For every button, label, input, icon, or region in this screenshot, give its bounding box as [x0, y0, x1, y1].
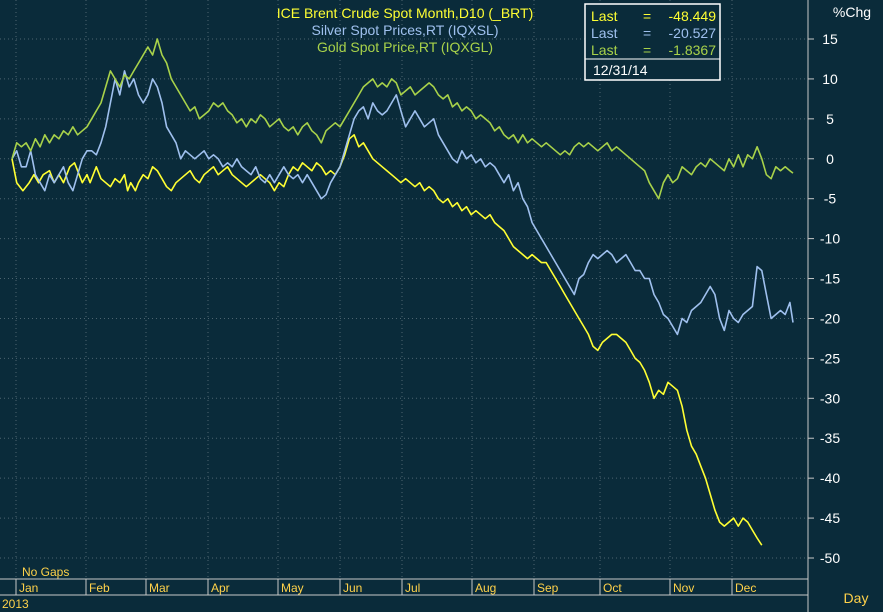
y-tick-label: -45: [820, 510, 840, 526]
readout-equals-0: =: [643, 8, 651, 24]
y-tick-label: -30: [820, 390, 840, 406]
x-tick-label-jun: Jun: [343, 581, 362, 595]
readout-label-0: Last: [591, 8, 618, 24]
vertical-gridlines: [15, 0, 733, 579]
y-axis-ticks: 15 10 5 0 -5 -10 -15 -20 -25 -30 -35 -40 -45 -50: [808, 31, 840, 566]
x-tick-label-sep: Sep: [537, 581, 559, 595]
readout-value-2: -1.8367: [669, 42, 717, 58]
series-layer: [11, 38, 794, 546]
series-line-1: [11, 70, 794, 336]
x-tick-label-feb: Feb: [89, 581, 110, 595]
y-axis-label: %Chg: [833, 4, 871, 20]
y-tick-label: -40: [820, 470, 840, 486]
x-axis-months: Jan Feb Mar Apr May Jun Jul Aug Sep Oct Nov Dec: [15, 579, 756, 595]
y-tick-label: -25: [820, 350, 840, 366]
no-gaps-note: No Gaps: [22, 565, 69, 579]
year-label: 2013: [2, 597, 29, 611]
y-tick-label: 0: [826, 151, 834, 167]
y-tick-label: 10: [822, 71, 838, 87]
x-tick-label-may: May: [281, 581, 304, 595]
y-tick-label: -10: [820, 231, 840, 247]
x-tick-label-nov: Nov: [673, 581, 694, 595]
x-tick-label-oct: Oct: [603, 581, 622, 595]
y-tick-label: -50: [820, 550, 840, 566]
x-tick-label-jul: Jul: [405, 581, 420, 595]
x-tick-label-mar: Mar: [149, 581, 170, 595]
y-tick-label: 5: [826, 111, 834, 127]
readout-box: [584, 3, 721, 81]
legend-entry-1: Silver Spot Prices,RT (IQXSL): [312, 22, 499, 38]
y-tick-label: -15: [820, 271, 840, 287]
readout-label-1: Last: [591, 25, 618, 41]
y-tick-label: 15: [822, 31, 838, 47]
x-axis-label: Day: [844, 590, 869, 606]
readout-value-1: -20.527: [669, 25, 717, 41]
x-tick-label-dec: Dec: [735, 581, 756, 595]
readout-date: 12/31/14: [593, 62, 648, 78]
x-tick-label-aug: Aug: [475, 581, 496, 595]
legend: ICE Brent Crude Spot Month,D10 (_BRT)Sil…: [277, 5, 534, 55]
x-tick-label-jan: Jan: [19, 581, 38, 595]
last-value-readout: 12/31/14 Last = -48.449 Last = -20.527 Last = -1…: [584, 3, 721, 81]
readout-label-2: Last: [591, 42, 618, 58]
series-line-2: [11, 38, 794, 200]
readout-equals-1: =: [643, 25, 651, 41]
legend-entry-0: ICE Brent Crude Spot Month,D10 (_BRT): [277, 5, 534, 21]
readout-value-0: -48.449: [669, 8, 717, 24]
readout-equals-2: =: [643, 42, 651, 58]
y-tick-label: -35: [820, 430, 840, 446]
legend-entry-2: Gold Spot Price,RT (IQXGL): [317, 39, 493, 55]
y-tick-label: -20: [820, 310, 840, 326]
x-tick-label-apr: Apr: [211, 581, 230, 595]
y-tick-label: -5: [824, 191, 837, 207]
series-line-0: [11, 134, 763, 546]
